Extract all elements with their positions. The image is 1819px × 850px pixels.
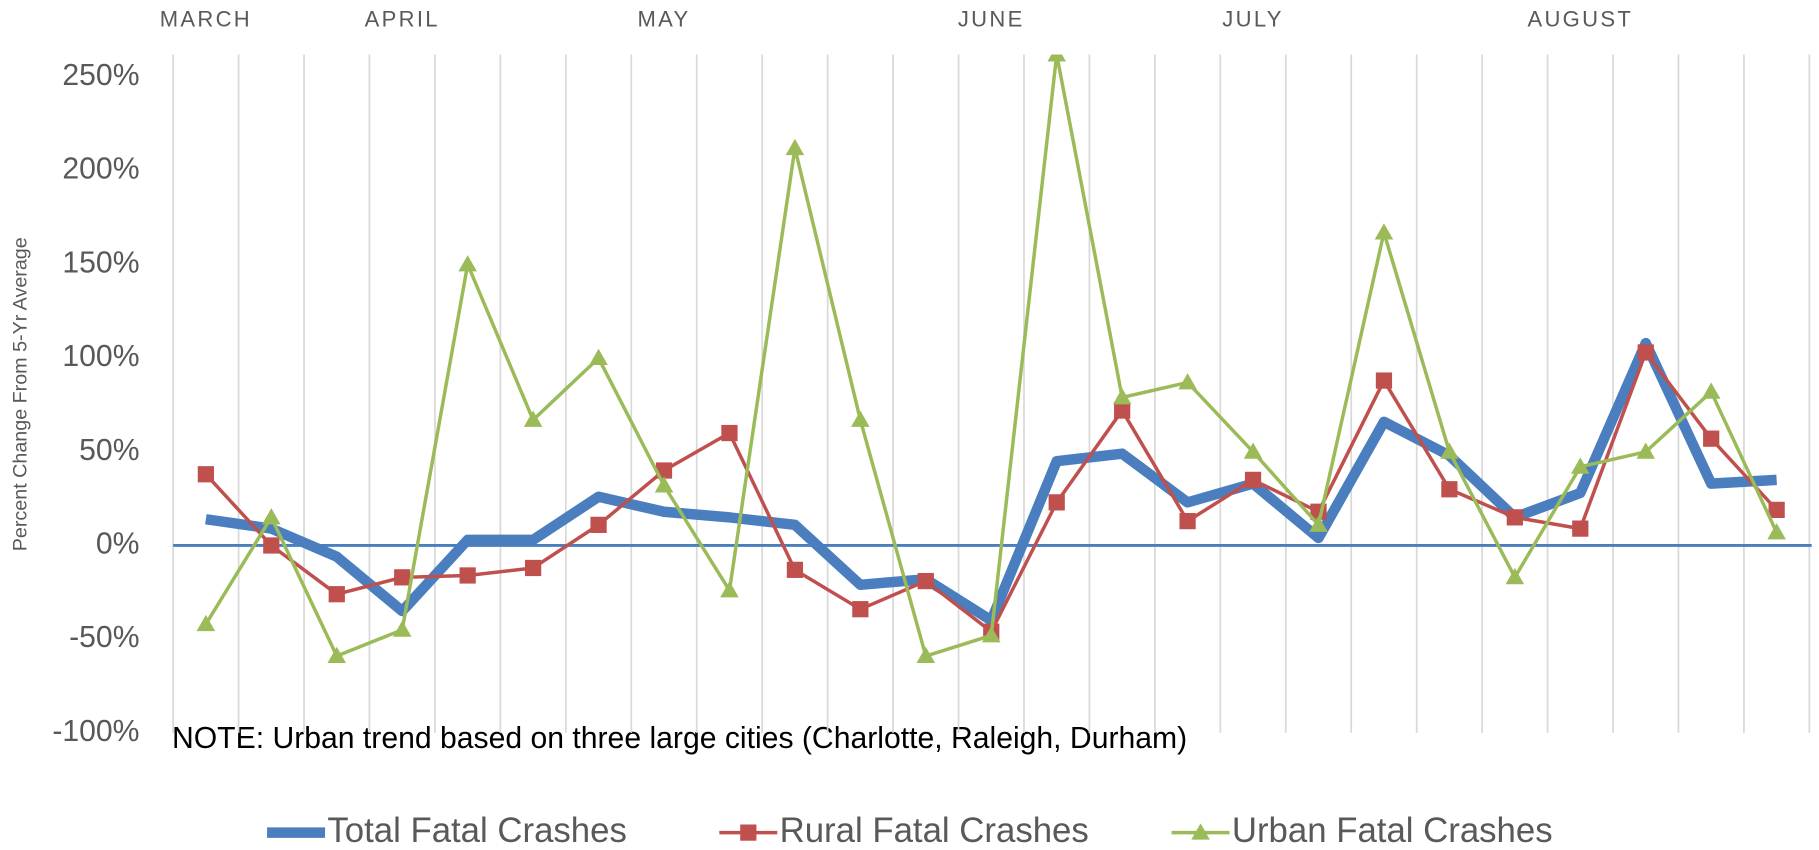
marker bbox=[852, 601, 869, 618]
marker bbox=[458, 255, 477, 272]
marker bbox=[1701, 382, 1721, 399]
marker bbox=[1374, 223, 1394, 240]
month-label: MAY bbox=[637, 7, 690, 32]
marker bbox=[1505, 568, 1525, 585]
marker bbox=[1114, 402, 1131, 419]
marker bbox=[740, 824, 757, 841]
series-line bbox=[205, 337, 1777, 626]
month-label: APRIL bbox=[365, 7, 440, 32]
marker bbox=[720, 581, 739, 598]
marker bbox=[1047, 54, 1066, 62]
marker bbox=[590, 516, 607, 533]
y-tick-label: 250% bbox=[62, 59, 139, 92]
marker bbox=[1637, 344, 1654, 361]
marker bbox=[262, 508, 281, 525]
marker bbox=[785, 138, 805, 156]
marker bbox=[196, 614, 216, 632]
marker bbox=[1571, 457, 1590, 474]
marker bbox=[654, 476, 674, 493]
marker bbox=[1572, 520, 1589, 537]
series bbox=[205, 337, 1777, 626]
marker bbox=[589, 348, 608, 366]
marker bbox=[917, 572, 934, 590]
marker bbox=[1767, 523, 1786, 540]
y-tick-label: -100% bbox=[52, 715, 139, 748]
marker bbox=[851, 410, 870, 427]
marker bbox=[981, 626, 1001, 643]
marker bbox=[523, 410, 543, 427]
marker bbox=[1768, 501, 1785, 518]
y-tick-label: 150% bbox=[62, 246, 139, 279]
month-label: AUGUST bbox=[1527, 7, 1633, 32]
marker bbox=[1506, 509, 1523, 526]
series-line bbox=[204, 350, 1778, 634]
marker bbox=[1703, 430, 1720, 447]
marker bbox=[392, 620, 412, 637]
month-label: MARCH bbox=[160, 7, 252, 32]
marker bbox=[1048, 494, 1065, 511]
marker bbox=[328, 586, 345, 603]
marker bbox=[1112, 388, 1132, 405]
marker bbox=[524, 559, 542, 577]
y-tick-label: 200% bbox=[62, 153, 139, 186]
marker bbox=[1191, 823, 1210, 840]
marker bbox=[786, 561, 804, 578]
marker bbox=[1309, 515, 1328, 532]
y-tick-label: 0% bbox=[96, 527, 140, 560]
marker bbox=[1375, 372, 1393, 389]
series bbox=[196, 54, 1786, 664]
marker bbox=[1440, 442, 1459, 459]
marker bbox=[1243, 442, 1263, 459]
marker bbox=[1244, 471, 1262, 489]
legend-label: Total Fatal Crashes bbox=[327, 812, 626, 850]
y-tick-label: 100% bbox=[62, 340, 139, 373]
y-tick-label: -50% bbox=[69, 621, 139, 654]
marker bbox=[327, 646, 347, 664]
y-tick-label: 50% bbox=[79, 434, 139, 467]
marker bbox=[916, 646, 936, 664]
marker bbox=[1178, 373, 1197, 390]
y-axis-label: Percent Change From 5-Yr Average bbox=[9, 237, 31, 551]
legend-label: Urban Fatal Crashes bbox=[1232, 812, 1553, 850]
marker bbox=[459, 567, 476, 584]
month-label: JUNE bbox=[958, 7, 1025, 32]
marker bbox=[1179, 513, 1196, 530]
marker bbox=[1441, 481, 1458, 498]
marker bbox=[394, 569, 411, 586]
marker bbox=[263, 537, 280, 554]
marker bbox=[1636, 442, 1656, 459]
legend-label: Rural Fatal Crashes bbox=[780, 812, 1089, 850]
marker bbox=[721, 424, 738, 442]
annotation: NOTE: Urban trend based on three large c… bbox=[172, 722, 1187, 755]
marker bbox=[197, 466, 214, 483]
month-label: JULY bbox=[1222, 7, 1283, 32]
